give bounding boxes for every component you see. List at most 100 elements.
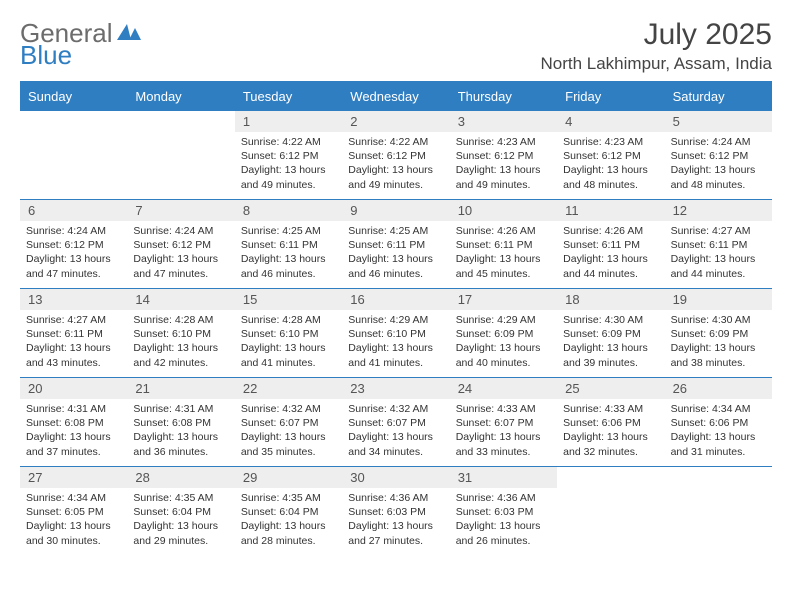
daylight-text: Daylight: 13 hours and 49 minutes. bbox=[241, 163, 336, 191]
sunrise-text: Sunrise: 4:36 AM bbox=[456, 491, 551, 505]
day-number: 8 bbox=[235, 200, 342, 221]
day-info: Sunrise: 4:34 AMSunset: 6:06 PMDaylight:… bbox=[671, 402, 766, 459]
sunrise-text: Sunrise: 4:34 AM bbox=[671, 402, 766, 416]
day-header: Wednesday bbox=[342, 83, 449, 110]
calendar-cell: 17Sunrise: 4:29 AMSunset: 6:09 PMDayligh… bbox=[450, 289, 557, 377]
sunset-text: Sunset: 6:07 PM bbox=[456, 416, 551, 430]
day-info: Sunrise: 4:23 AMSunset: 6:12 PMDaylight:… bbox=[456, 135, 551, 192]
day-number: 3 bbox=[450, 111, 557, 132]
day-info: Sunrise: 4:24 AMSunset: 6:12 PMDaylight:… bbox=[671, 135, 766, 192]
month-title: July 2025 bbox=[540, 18, 772, 52]
sunset-text: Sunset: 6:06 PM bbox=[671, 416, 766, 430]
daylight-text: Daylight: 13 hours and 33 minutes. bbox=[456, 430, 551, 458]
sunrise-text: Sunrise: 4:24 AM bbox=[671, 135, 766, 149]
day-number: 6 bbox=[20, 200, 127, 221]
calendar-cell: 25Sunrise: 4:33 AMSunset: 6:06 PMDayligh… bbox=[557, 378, 664, 466]
sunrise-text: Sunrise: 4:32 AM bbox=[348, 402, 443, 416]
calendar-cell: 7Sunrise: 4:24 AMSunset: 6:12 PMDaylight… bbox=[127, 200, 234, 288]
calendar-cell: 10Sunrise: 4:26 AMSunset: 6:11 PMDayligh… bbox=[450, 200, 557, 288]
daylight-text: Daylight: 13 hours and 39 minutes. bbox=[563, 341, 658, 369]
daylight-text: Daylight: 13 hours and 46 minutes. bbox=[241, 252, 336, 280]
day-info: Sunrise: 4:30 AMSunset: 6:09 PMDaylight:… bbox=[563, 313, 658, 370]
calendar-cell: 30Sunrise: 4:36 AMSunset: 6:03 PMDayligh… bbox=[342, 467, 449, 555]
day-info: Sunrise: 4:33 AMSunset: 6:07 PMDaylight:… bbox=[456, 402, 551, 459]
day-number: 19 bbox=[665, 289, 772, 310]
daylight-text: Daylight: 13 hours and 32 minutes. bbox=[563, 430, 658, 458]
calendar-cell: 15Sunrise: 4:28 AMSunset: 6:10 PMDayligh… bbox=[235, 289, 342, 377]
daylight-text: Daylight: 13 hours and 38 minutes. bbox=[671, 341, 766, 369]
day-number: 22 bbox=[235, 378, 342, 399]
sunset-text: Sunset: 6:12 PM bbox=[241, 149, 336, 163]
day-info: Sunrise: 4:25 AMSunset: 6:11 PMDaylight:… bbox=[241, 224, 336, 281]
sunset-text: Sunset: 6:03 PM bbox=[456, 505, 551, 519]
sunrise-text: Sunrise: 4:35 AM bbox=[133, 491, 228, 505]
sunset-text: Sunset: 6:05 PM bbox=[26, 505, 121, 519]
calendar-cell: 5Sunrise: 4:24 AMSunset: 6:12 PMDaylight… bbox=[665, 111, 772, 199]
sunset-text: Sunset: 6:12 PM bbox=[456, 149, 551, 163]
day-info: Sunrise: 4:26 AMSunset: 6:11 PMDaylight:… bbox=[563, 224, 658, 281]
day-number: 16 bbox=[342, 289, 449, 310]
day-number: 23 bbox=[342, 378, 449, 399]
sunset-text: Sunset: 6:08 PM bbox=[26, 416, 121, 430]
daylight-text: Daylight: 13 hours and 46 minutes. bbox=[348, 252, 443, 280]
day-info: Sunrise: 4:34 AMSunset: 6:05 PMDaylight:… bbox=[26, 491, 121, 548]
day-number: 12 bbox=[665, 200, 772, 221]
day-number: 20 bbox=[20, 378, 127, 399]
calendar-week: 13Sunrise: 4:27 AMSunset: 6:11 PMDayligh… bbox=[20, 288, 772, 377]
daylight-text: Daylight: 13 hours and 47 minutes. bbox=[133, 252, 228, 280]
calendar-week: 1Sunrise: 4:22 AMSunset: 6:12 PMDaylight… bbox=[20, 110, 772, 199]
daylight-text: Daylight: 13 hours and 28 minutes. bbox=[241, 519, 336, 547]
day-header: Tuesday bbox=[235, 83, 342, 110]
calendar-cell: 4 Sunrise: 4:23 AMSunset: 6:12 PMDaylight… bbox=[557, 111, 664, 199]
day-info: Sunrise: 4:28 AMSunset: 6:10 PMDaylight:… bbox=[133, 313, 228, 370]
daylight-text: Daylight: 13 hours and 30 minutes. bbox=[26, 519, 121, 547]
day-number: 17 bbox=[450, 289, 557, 310]
sunset-text: Sunset: 6:12 PM bbox=[671, 149, 766, 163]
sunset-text: Sunset: 6:04 PM bbox=[133, 505, 228, 519]
calendar-cell: 14Sunrise: 4:28 AMSunset: 6:10 PMDayligh… bbox=[127, 289, 234, 377]
daylight-text: Daylight: 13 hours and 27 minutes. bbox=[348, 519, 443, 547]
calendar-cell: 28Sunrise: 4:35 AMSunset: 6:04 PMDayligh… bbox=[127, 467, 234, 555]
daylight-text: Daylight: 13 hours and 44 minutes. bbox=[671, 252, 766, 280]
daylight-text: Daylight: 13 hours and 37 minutes. bbox=[26, 430, 121, 458]
sunset-text: Sunset: 6:12 PM bbox=[348, 149, 443, 163]
daylight-text: Daylight: 13 hours and 26 minutes. bbox=[456, 519, 551, 547]
day-header-row: Sunday Monday Tuesday Wednesday Thursday… bbox=[20, 83, 772, 110]
calendar-week: 27Sunrise: 4:34 AMSunset: 6:05 PMDayligh… bbox=[20, 466, 772, 555]
day-number: 18 bbox=[557, 289, 664, 310]
sunset-text: Sunset: 6:10 PM bbox=[133, 327, 228, 341]
day-info: Sunrise: 4:23 AMSunset: 6:12 PMDaylight:… bbox=[563, 135, 658, 192]
calendar-cell: 16 Sunrise: 4:29 AMSunset: 6:10 PMDayligh… bbox=[342, 289, 449, 377]
day-number: 11 bbox=[557, 200, 664, 221]
day-info: Sunrise: 4:24 AMSunset: 6:12 PMDaylight:… bbox=[133, 224, 228, 281]
day-number: 21 bbox=[127, 378, 234, 399]
day-header: Monday bbox=[127, 83, 234, 110]
day-number: 4 bbox=[557, 111, 664, 132]
sunset-text: Sunset: 6:09 PM bbox=[671, 327, 766, 341]
sunset-text: Sunset: 6:12 PM bbox=[26, 238, 121, 252]
sunrise-text: Sunrise: 4:26 AM bbox=[456, 224, 551, 238]
calendar-grid: Sunday Monday Tuesday Wednesday Thursday… bbox=[20, 81, 772, 555]
day-info: Sunrise: 4:29 AMSunset: 6:10 PMDaylight:… bbox=[348, 313, 443, 370]
day-header: Friday bbox=[557, 83, 664, 110]
day-number: 15 bbox=[235, 289, 342, 310]
brand-part2: Blue bbox=[20, 40, 72, 70]
sunrise-text: Sunrise: 4:27 AM bbox=[671, 224, 766, 238]
daylight-text: Daylight: 13 hours and 44 minutes. bbox=[563, 252, 658, 280]
daylight-text: Daylight: 13 hours and 34 minutes. bbox=[348, 430, 443, 458]
day-info: Sunrise: 4:26 AMSunset: 6:11 PMDaylight:… bbox=[456, 224, 551, 281]
sunrise-text: Sunrise: 4:24 AM bbox=[133, 224, 228, 238]
sunset-text: Sunset: 6:11 PM bbox=[26, 327, 121, 341]
day-number: 2 bbox=[342, 111, 449, 132]
sunset-text: Sunset: 6:11 PM bbox=[348, 238, 443, 252]
daylight-text: Daylight: 13 hours and 48 minutes. bbox=[563, 163, 658, 191]
calendar-week: 6Sunrise: 4:24 AMSunset: 6:12 PMDaylight… bbox=[20, 199, 772, 288]
sunset-text: Sunset: 6:10 PM bbox=[241, 327, 336, 341]
calendar-cell: 18 Sunrise: 4:30 AMSunset: 6:09 PMDayligh… bbox=[557, 289, 664, 377]
calendar-cell: 20Sunrise: 4:31 AMSunset: 6:08 PMDayligh… bbox=[20, 378, 127, 466]
day-number bbox=[665, 467, 772, 488]
calendar-cell: 8 Sunrise: 4:25 AMSunset: 6:11 PMDaylight… bbox=[235, 200, 342, 288]
sunset-text: Sunset: 6:08 PM bbox=[133, 416, 228, 430]
day-info: Sunrise: 4:36 AMSunset: 6:03 PMDaylight:… bbox=[348, 491, 443, 548]
sunset-text: Sunset: 6:04 PM bbox=[241, 505, 336, 519]
